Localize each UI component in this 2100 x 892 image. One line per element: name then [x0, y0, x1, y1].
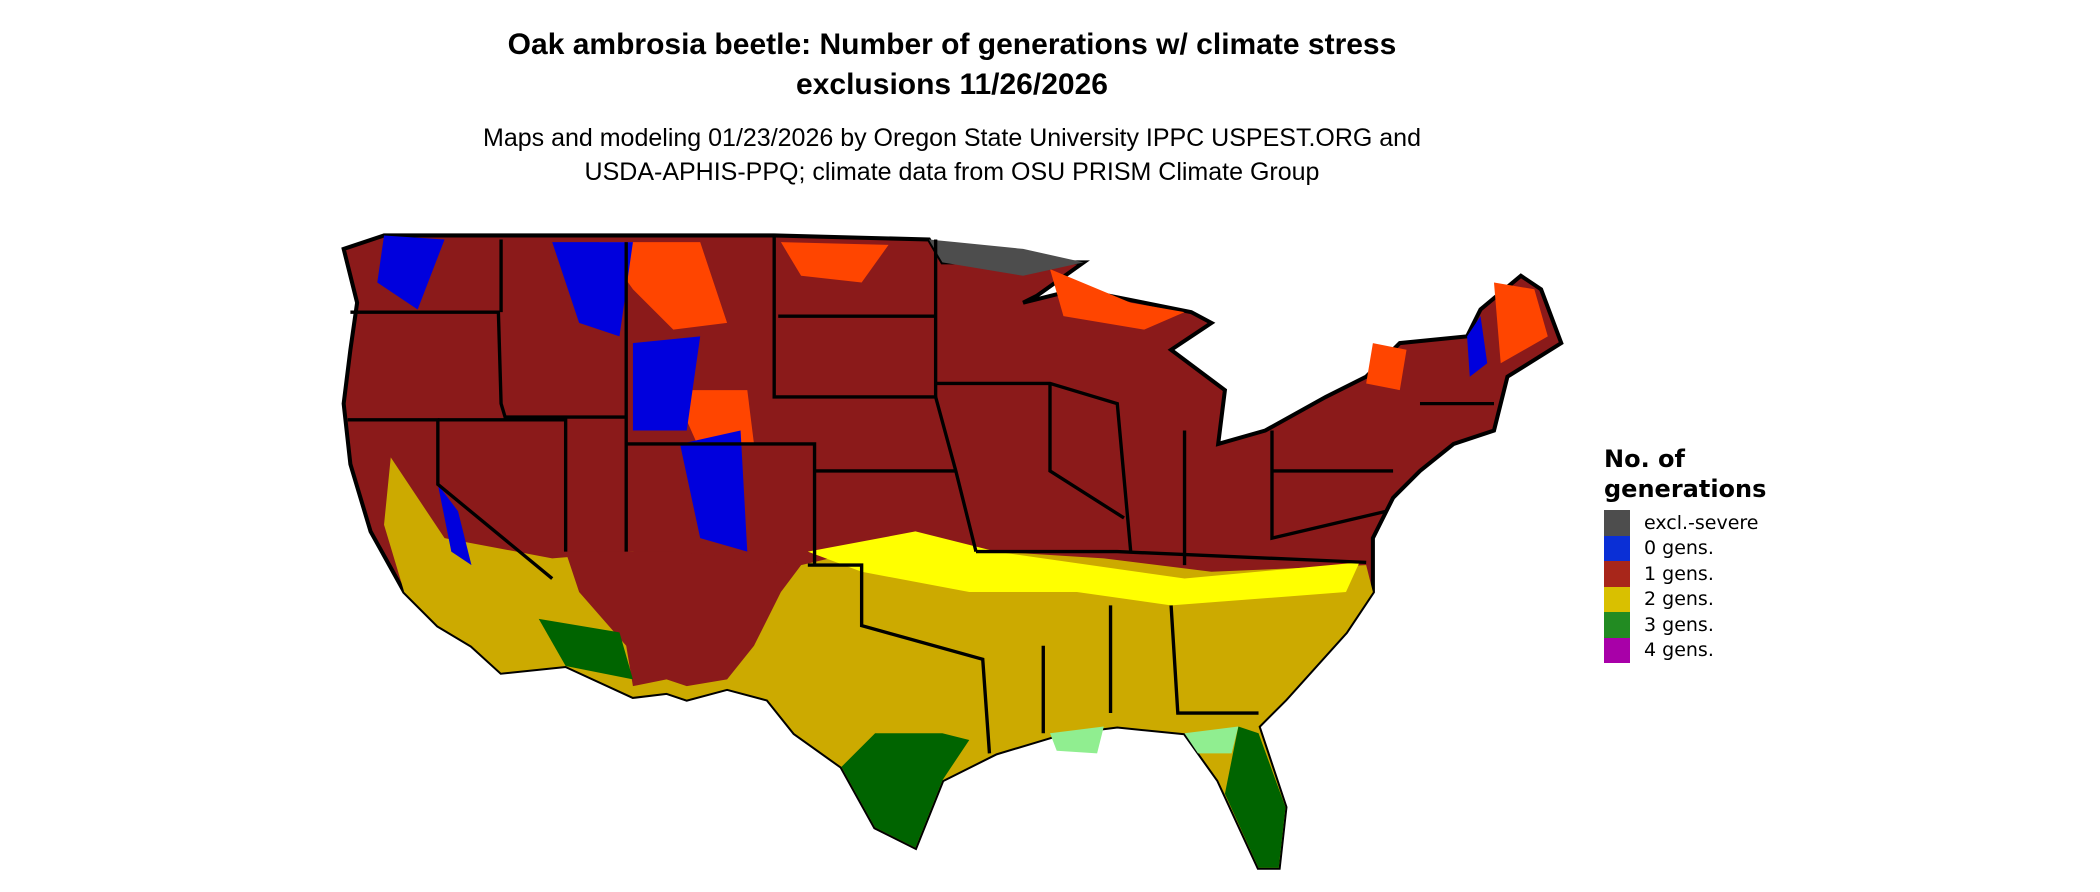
map-title-line1: Oak ambrosia beetle: Number of generatio… [507, 28, 1397, 61]
legend-item-excluded: excl.-severe [1604, 510, 1766, 536]
legend-item-0-gens: 0 gens. [1604, 535, 1766, 561]
light-3-gen-patches [1050, 726, 1239, 754]
legend-label: 3 gens. [1644, 613, 1714, 636]
map-title-line2: exclusions 11/26/2026 [796, 68, 1108, 101]
legend-title-line2: generations [1604, 475, 1767, 503]
map-subtitle-line1: Maps and modeling 01/23/2026 by Oregon S… [483, 124, 1421, 152]
legend-label: 4 gens. [1644, 639, 1714, 662]
legend-item-1-gens: 1 gens. [1604, 561, 1766, 587]
legend-title-line1: No. of [1604, 445, 1685, 473]
legend-item-2-gens: 2 gens. [1604, 586, 1766, 612]
legend-item-4-gens: 4 gens. [1604, 637, 1766, 663]
map-subtitle-line2: USDA-APHIS-PPQ; climate data from OSU PR… [584, 158, 1320, 186]
legend-swatch [1604, 586, 1630, 612]
legend-swatch [1604, 637, 1630, 663]
region-3-gen [538, 618, 1286, 868]
legend-label: 1 gens. [1644, 562, 1714, 585]
region-0-gen [377, 235, 1488, 566]
region-excluded [928, 239, 1084, 276]
legend-item-3-gens: 3 gens. [1604, 612, 1766, 638]
legend-label: 2 gens. [1644, 588, 1714, 611]
legend-swatch [1604, 612, 1630, 638]
legend-label: 0 gens. [1644, 537, 1714, 560]
legend-label: excl.-severe [1644, 511, 1759, 534]
legend: No. of generations excl.-severe 0 gens. … [1604, 444, 1766, 663]
legend-swatch [1604, 510, 1630, 536]
state-boundaries [347, 235, 1494, 754]
legend-swatch [1604, 535, 1630, 561]
region-1-gen-southwest [565, 551, 802, 687]
light-2-gen-band [807, 531, 1360, 606]
legend-swatch [1604, 561, 1630, 587]
